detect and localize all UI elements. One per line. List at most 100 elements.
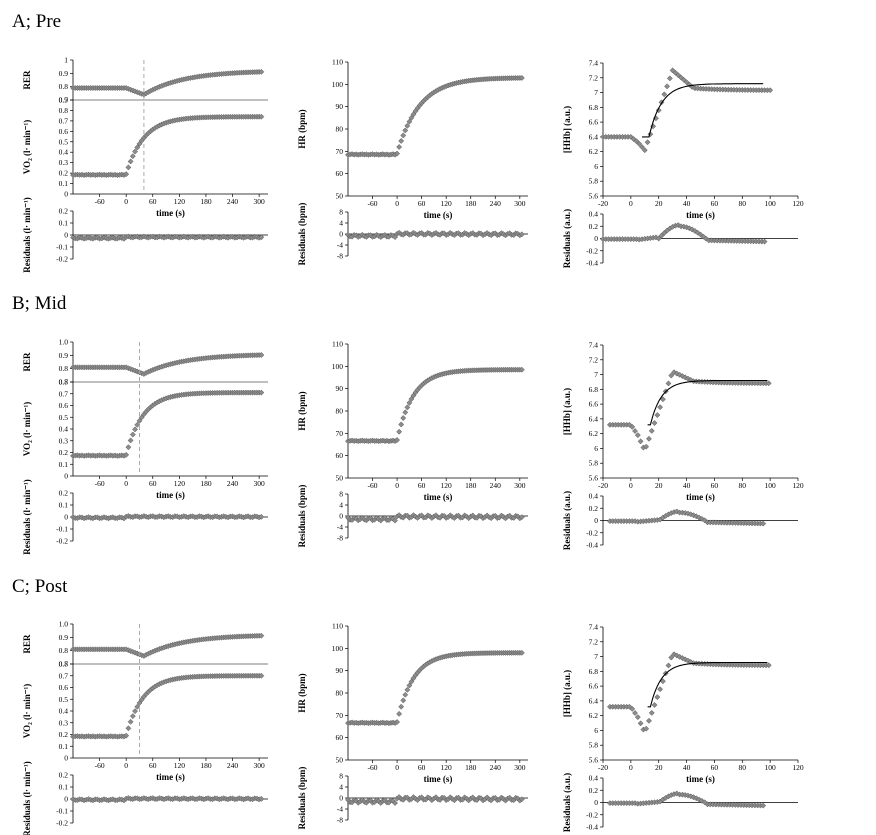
- panel-title-c: C; Post: [12, 576, 68, 597]
- data-point: [258, 389, 265, 396]
- data-point: [132, 426, 138, 433]
- y-tick-label: 7.4: [589, 341, 599, 350]
- y-tick-label: 0.1: [59, 219, 69, 228]
- data-point: [406, 399, 413, 406]
- y-tick-label: 90: [336, 384, 344, 393]
- data-point: [679, 655, 686, 662]
- x-tick-label: 180: [200, 479, 212, 488]
- x-tick-label: 0: [124, 479, 128, 488]
- x-axis-label: time (s): [686, 210, 715, 220]
- y-tick-label: 6.6: [589, 682, 599, 691]
- data-point: [402, 409, 409, 416]
- y-tick-label: 8: [339, 490, 343, 499]
- data-point: [125, 164, 132, 171]
- y-axis-label: RER: [22, 352, 32, 372]
- x-tick-label: 60: [418, 481, 426, 490]
- x-tick-label: 300: [254, 479, 266, 488]
- y-tick-label: 6: [594, 726, 598, 735]
- y-tick-label: 0.1: [59, 460, 69, 469]
- data-point: [680, 76, 687, 83]
- x-tick-label: 40: [683, 763, 691, 772]
- data-point: [654, 694, 661, 701]
- data-point: [669, 67, 676, 74]
- data-point: [129, 713, 136, 720]
- y-tick-label: 0.9: [59, 69, 69, 78]
- data-point: [402, 127, 409, 134]
- x-tick-label: 240: [490, 763, 502, 772]
- y-tick-label: 5.8: [589, 177, 599, 186]
- y-axis-label: Residuals (bpm): [297, 485, 307, 548]
- y-axis-label: VO₂ (l· min⁻¹): [22, 684, 32, 738]
- y-tick-label: 80: [336, 125, 344, 134]
- x-tick-label: 240: [227, 479, 239, 488]
- y-tick-label: 7.2: [589, 73, 599, 82]
- y-tick-label: -8: [337, 816, 343, 825]
- data-point: [258, 795, 265, 802]
- y-tick-label: 0.6: [59, 683, 69, 692]
- y-tick-label: 110: [332, 58, 343, 67]
- data-point: [659, 678, 666, 685]
- y-tick-label: -0.2: [586, 528, 598, 537]
- x-axis-label: time (s): [686, 492, 715, 502]
- y-tick-label: 0.7: [59, 96, 69, 105]
- chart-vo2-residuals-panel-3: 0.2 0.1 0 -0.1 -0.2 Residuals (l· min⁻¹): [22, 761, 268, 835]
- y-tick-label: 6.6: [589, 400, 599, 409]
- y-tick-label: 8: [339, 772, 343, 781]
- x-tick-label: 0: [395, 763, 399, 772]
- data-point: [644, 139, 651, 146]
- data-point: [655, 107, 662, 114]
- y-tick-label: 6: [594, 444, 598, 453]
- y-tick-label: 0.1: [59, 783, 69, 792]
- data-point: [134, 144, 141, 151]
- y-axis-label: VO₂ (l· min⁻¹): [22, 120, 32, 174]
- plots: 0.70.80.91RER00.10.20.30.40.50.60.70.80.…: [22, 56, 804, 835]
- data-point: [651, 702, 658, 708]
- panel-title-b: B; Mid: [12, 293, 67, 314]
- x-tick-label: 60: [149, 197, 157, 206]
- data-point: [698, 797, 705, 804]
- data-point: [129, 153, 136, 160]
- x-tick-label: 120: [174, 761, 186, 770]
- data-point: [765, 380, 772, 387]
- data-point: [686, 225, 693, 232]
- x-tick-label: 120: [174, 479, 186, 488]
- y-axis-label: Residuals (l· min⁻¹): [22, 197, 32, 272]
- x-tick-label: 120: [441, 763, 453, 772]
- y-tick-label: 0.1: [59, 179, 69, 188]
- y-tick-label: 60: [336, 451, 344, 460]
- y-tick-label: 6.8: [589, 103, 599, 112]
- x-tick-label: 0: [395, 199, 399, 208]
- chart-hr-residuals-panel-3: 8 4 0 -4 -8 Residuals (bpm): [297, 767, 528, 829]
- data-point: [760, 802, 767, 809]
- x-tick-label: -60: [95, 197, 105, 206]
- y-tick-label: -0.2: [56, 255, 68, 264]
- x-tick-label: 120: [792, 481, 804, 490]
- x-tick-label: 80: [739, 763, 747, 772]
- y-tick-label: 0.2: [59, 207, 69, 216]
- chart-hr-panel-3: 50 60 70 80 90 100 110 -60 0 60 120 180 240 300 time (…: [297, 622, 528, 784]
- data-point: [400, 415, 407, 421]
- y-tick-label: 1: [64, 56, 68, 65]
- y-tick-label: 6.4: [589, 132, 599, 141]
- data-point: [641, 147, 648, 154]
- data-point: [654, 412, 661, 419]
- chart-vo2-panel-2: 00.10.20.30.40.50.60.70.8-60 0 60 120 180 240…: [22, 342, 268, 500]
- x-tick-label: -60: [368, 199, 378, 208]
- x-tick-label: 240: [227, 197, 239, 206]
- panel-title-a: A; Pre: [12, 11, 61, 32]
- y-tick-label: 0.7: [59, 660, 69, 669]
- y-tick-label: 0.8: [59, 364, 69, 373]
- x-tick-label: 300: [514, 481, 526, 490]
- y-tick-label: 0.7: [59, 378, 69, 387]
- data-point: [765, 662, 772, 669]
- data-point: [123, 451, 130, 458]
- y-tick-label: 0.2: [589, 786, 599, 795]
- x-tick-label: 180: [200, 761, 212, 770]
- data-point: [127, 437, 134, 444]
- data-point: [127, 718, 134, 725]
- y-tick-label: 60: [336, 733, 344, 742]
- data-point: [258, 113, 265, 120]
- y-tick-label: 80: [336, 407, 344, 416]
- x-tick-label: 100: [765, 481, 777, 490]
